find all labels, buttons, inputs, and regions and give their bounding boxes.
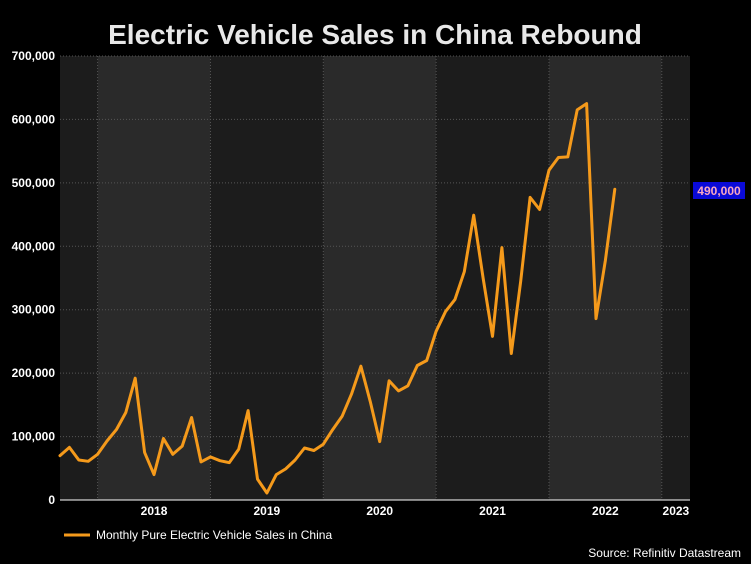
year-band xyxy=(323,56,437,500)
year-band xyxy=(60,56,98,500)
series-layer xyxy=(58,102,617,495)
x-axis-ticks: 2018 2019 2020 2021 2022 2023 xyxy=(141,504,690,518)
year-band xyxy=(661,56,690,500)
x-tick-label: 2019 xyxy=(254,504,281,518)
grid-lines xyxy=(60,55,690,500)
y-tick-label: 400,000 xyxy=(12,239,56,253)
y-tick-label: 200,000 xyxy=(12,366,56,380)
x-tick-label: 2021 xyxy=(479,504,506,518)
y-tick-label: 100,000 xyxy=(12,430,56,444)
y-tick-label: 0 xyxy=(48,493,55,507)
y-tick-label: 300,000 xyxy=(12,303,56,317)
x-tick-label: 2023 xyxy=(663,504,690,518)
year-band xyxy=(97,56,211,500)
chart-title: Electric Vehicle Sales in China Rebound xyxy=(108,19,642,50)
callout-label: 490,000 xyxy=(697,184,741,198)
series-line xyxy=(58,102,617,495)
year-band xyxy=(548,56,662,500)
source-note: Source: Refinitiv Datastream xyxy=(588,546,741,560)
y-tick-label: 700,000 xyxy=(12,49,56,63)
year-band xyxy=(436,56,549,500)
callout-box xyxy=(693,182,745,199)
y-axis-ticks: 0 100,000 200,000 300,000 400,000 500,000 600,… xyxy=(12,49,56,507)
y-tick-label: 500,000 xyxy=(12,176,56,190)
last-value-callout: 490,000 xyxy=(693,182,745,199)
x-tick-label: 2022 xyxy=(592,504,619,518)
year-band xyxy=(210,56,324,500)
legend-label: Monthly Pure Electric Vehicle Sales in C… xyxy=(96,528,332,542)
y-tick-label: 600,000 xyxy=(12,112,56,126)
legend: Monthly Pure Electric Vehicle Sales in C… xyxy=(64,528,332,542)
x-tick-label: 2020 xyxy=(366,504,393,518)
year-bands xyxy=(60,56,690,500)
x-tick-label: 2018 xyxy=(141,504,168,518)
